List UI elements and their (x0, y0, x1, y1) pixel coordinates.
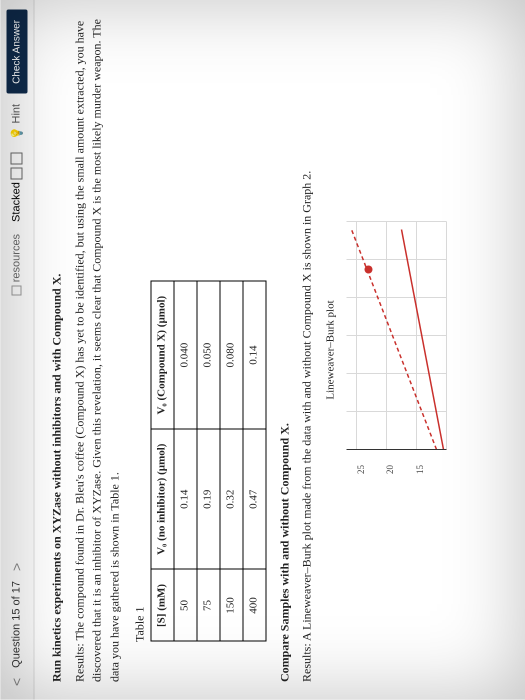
table-header: V₀ (no inhibitor) (µmol) (151, 429, 174, 569)
lineweaver-burk-plot: 25 20 15 (341, 220, 451, 480)
resources-button[interactable]: resources (11, 234, 23, 295)
prev-arrow[interactable]: < (9, 678, 25, 686)
ytick: 15 (414, 465, 427, 474)
results-paragraph-2: Results: A Lineweaver–Burk plot made fro… (298, 18, 315, 682)
table-label: Table 1 (132, 18, 149, 642)
hint-label: Hint (11, 104, 23, 124)
resources-icon (12, 285, 22, 295)
ytick: 25 (355, 465, 368, 474)
table-header: V₀ (Compound X) (µmol) (151, 281, 174, 429)
check-answer-label: Check Answer (11, 20, 22, 84)
stacked-box-filled (11, 167, 23, 179)
stacked-toggle[interactable]: Stacked (11, 152, 23, 222)
results-paragraph-1: Results: The compound found in Dr. Bleu'… (71, 18, 123, 682)
table-header: [S] (mM) (151, 569, 174, 641)
top-toolbar: < Question 15 of 17 > resources Stacked … (0, 0, 34, 700)
plot-svg (341, 220, 451, 480)
question-counter: Question 15 of 17 (11, 581, 23, 668)
plot-title: Lineweaver–Burk plot (323, 18, 339, 682)
kinetics-table: [S] (mM) V₀ (no inhibitor) (µmol) V₀ (Co… (151, 281, 267, 642)
ytick: 20 (384, 465, 397, 474)
bottom-fade (465, 0, 525, 700)
hint-icon: 💡 (10, 126, 23, 140)
stacked-label: Stacked (11, 182, 23, 222)
stacked-box-empty (11, 152, 23, 164)
next-arrow[interactable]: > (9, 563, 25, 571)
hint-button[interactable]: 💡 Hint (10, 104, 23, 140)
resources-label: resources (11, 234, 23, 282)
table-row: 400 0.47 0.14 (243, 281, 266, 641)
check-answer-button[interactable]: Check Answer (6, 10, 27, 94)
table-row: 75 0.19 0.050 (197, 281, 220, 641)
section-title-1: Run kinetics experiments on XYZase witho… (48, 18, 65, 682)
question-content: Run kinetics experiments on XYZase witho… (34, 0, 465, 700)
table-row: 50 0.14 0.040 (174, 281, 197, 641)
table-row: 150 0.32 0.080 (220, 281, 243, 641)
section-title-2: Compare Samples with and without Compoun… (277, 18, 294, 682)
